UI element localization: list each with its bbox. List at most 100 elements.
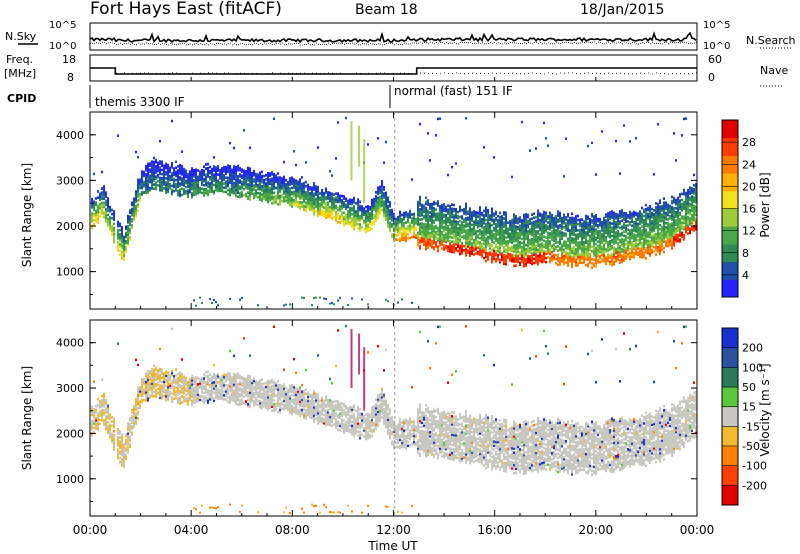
power-cell: [435, 214, 437, 218]
power-cell: [439, 242, 441, 245]
power-cell: [179, 169, 181, 173]
power-cell: [201, 169, 203, 172]
power-cell: [583, 246, 585, 250]
power-cell: [329, 208, 331, 211]
power-cell: [501, 227, 503, 231]
power-cell: [345, 213, 347, 217]
power-cell: [277, 182, 279, 186]
velocity-cell: [121, 453, 123, 457]
power-cell: [229, 179, 231, 183]
power-cell: [427, 246, 429, 249]
power-cell: [359, 225, 361, 228]
power-cell: [321, 199, 323, 202]
power-cell: [223, 170, 225, 173]
power-cell: [587, 246, 589, 249]
power-cell: [319, 296, 321, 299]
power-cell: [295, 163, 297, 167]
power-cell: [459, 234, 461, 237]
power-cell: [609, 231, 611, 235]
power-cell: [405, 215, 407, 218]
power-cell: [525, 229, 527, 233]
power-cell: [455, 208, 457, 211]
power-cell: [635, 242, 637, 246]
power-cell: [485, 208, 487, 212]
power-cell: [243, 171, 245, 175]
power-cell: [517, 238, 519, 241]
power-cell: [489, 230, 491, 234]
power-cell: [681, 204, 683, 208]
power-cell: [681, 192, 683, 196]
power-cell: [557, 255, 559, 258]
colorbar-tick-label: 4: [742, 269, 749, 282]
power-cell: [149, 164, 151, 167]
power-cell: [473, 230, 475, 234]
power-cell: [281, 185, 283, 189]
power-cell: [333, 205, 335, 209]
power-cell: [397, 224, 399, 227]
power-cell: [447, 239, 449, 242]
power-cell: [135, 150, 137, 154]
velocity-cell: [103, 419, 105, 422]
power-cell: [483, 236, 485, 240]
power-cell: [547, 245, 549, 249]
power-cell: [525, 249, 527, 253]
power-cell: [199, 174, 201, 178]
power-cell: [689, 198, 691, 202]
power-cell: [683, 190, 685, 194]
power-cell: [597, 232, 599, 235]
power-cell: [425, 235, 427, 239]
power-cell: [695, 227, 697, 231]
power-cell: [491, 217, 493, 221]
power-cell: [391, 225, 393, 228]
power-cell: [573, 241, 575, 245]
power-cell: [685, 224, 687, 228]
power-cell: [301, 188, 303, 192]
power-cell: [125, 233, 127, 237]
power-cell: [251, 186, 253, 189]
power-cell: [473, 228, 475, 232]
power-cell: [553, 235, 555, 238]
power-cell: [591, 227, 593, 230]
power-cell: [689, 229, 691, 233]
power-cell: [611, 230, 613, 234]
power-cell: [541, 242, 543, 245]
power-cell: [191, 175, 193, 179]
power-cell: [541, 248, 543, 251]
power-cell: [667, 205, 669, 209]
power-cell: [397, 217, 399, 221]
power-cell: [211, 184, 213, 187]
power-cell: [535, 240, 537, 244]
power-cell: [347, 220, 349, 223]
power-cell: [465, 202, 467, 206]
power-cell: [357, 218, 359, 222]
power-cell: [315, 193, 317, 196]
power-cell: [255, 189, 257, 192]
power-cell: [401, 228, 403, 231]
power-cell: [657, 219, 659, 222]
power-cell: [515, 256, 517, 259]
power-cell: [325, 206, 327, 209]
power-cell: [585, 263, 587, 267]
power-cell: [581, 230, 583, 234]
power-cell: [571, 261, 573, 265]
power-cell: [657, 225, 659, 229]
power-cell: [633, 210, 635, 214]
power-cell: [229, 165, 231, 168]
power-cell: [253, 173, 255, 177]
power-cell: [613, 215, 615, 219]
power-cell: [265, 178, 267, 181]
velocity-cell: [107, 425, 109, 428]
power-cell: [377, 192, 379, 196]
power-cell: [683, 221, 685, 225]
power-cell: [389, 200, 391, 204]
power-cell: [583, 240, 585, 244]
power-cell: [135, 208, 137, 212]
velocity-cell: [125, 457, 127, 461]
power-cell: [651, 238, 653, 242]
power-cell: [109, 226, 111, 229]
power-cell: [337, 212, 339, 216]
power-cell: [233, 173, 235, 177]
power-cell: [583, 228, 585, 232]
power-cell: [529, 255, 531, 258]
power-cell: [693, 214, 695, 218]
